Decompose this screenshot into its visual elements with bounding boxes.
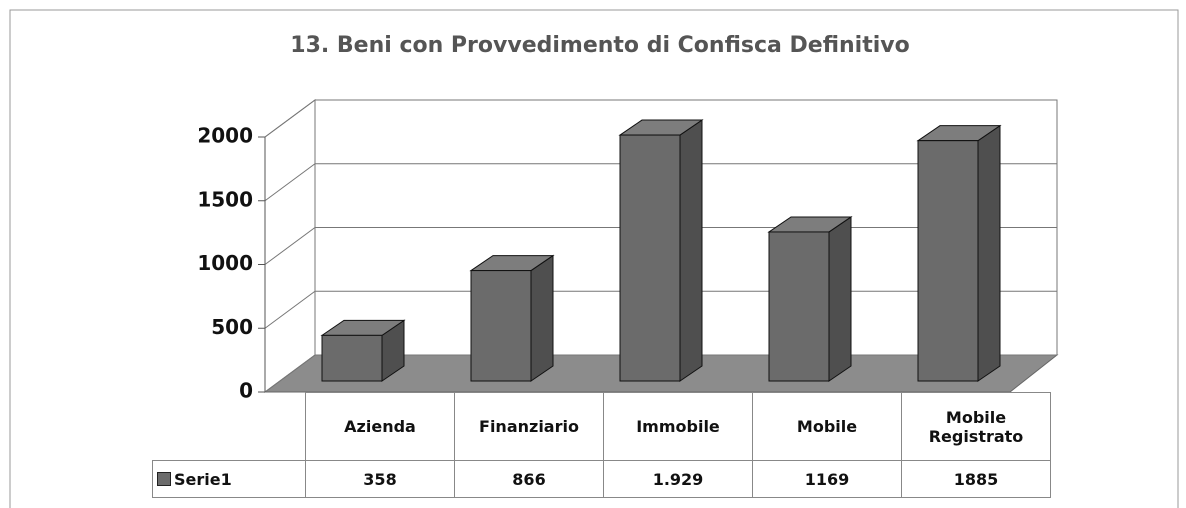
y-tick-label: 2000	[197, 124, 253, 148]
grid-line	[264, 163, 1057, 202]
value-label: 1885	[901, 460, 1051, 498]
bar	[917, 140, 979, 382]
grid-line	[264, 99, 1057, 138]
bar	[619, 134, 681, 382]
value-label: 1.929	[603, 460, 753, 498]
x-tick-label: Mobile Registrato	[901, 392, 1051, 461]
empty-cell	[152, 392, 306, 461]
y-tick-label: 500	[211, 315, 253, 339]
chart-title: 13. Beni con Provvedimento di Confisca D…	[290, 33, 909, 58]
bar	[470, 270, 532, 382]
x-tick-label: Azienda	[305, 392, 455, 461]
y-tick-label: 1500	[197, 187, 253, 211]
value-label: 358	[305, 460, 455, 498]
x-tick-label: Mobile	[752, 392, 902, 461]
bar-side	[977, 124, 1001, 382]
legend-label: Serie1	[174, 469, 232, 489]
x-tick-label: Immobile	[603, 392, 753, 461]
value-label: 866	[454, 460, 604, 498]
legend-cell: Serie1	[152, 460, 306, 498]
bar-side	[530, 254, 554, 382]
bar-side	[828, 216, 852, 382]
y-tick-label: 1000	[197, 251, 253, 275]
data-table: Azienda Finanziario Immobile Mobile Mobile R…	[152, 392, 1051, 498]
value-label: 1169	[752, 460, 902, 498]
bar	[321, 334, 383, 382]
bar	[768, 231, 830, 382]
category-row: Azienda Finanziario Immobile Mobile Mobile R…	[152, 392, 1051, 461]
x-tick-label: Finanziario	[454, 392, 604, 461]
bar-side	[679, 119, 703, 382]
legend-swatch	[157, 471, 171, 486]
value-row: Serie1 358 866 1.929 1169 1885	[152, 460, 1051, 498]
chart-frame	[9, 9, 1179, 508]
